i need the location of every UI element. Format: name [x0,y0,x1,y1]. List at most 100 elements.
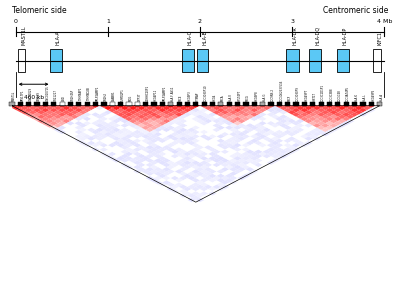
Bar [243,102,248,105]
Polygon shape [217,130,225,134]
Polygon shape [238,132,246,136]
Polygon shape [234,108,242,112]
Polygon shape [296,132,304,136]
Polygon shape [188,123,196,128]
Polygon shape [200,134,208,138]
Polygon shape [242,112,250,117]
Polygon shape [267,117,275,121]
Polygon shape [171,171,179,176]
Polygon shape [91,138,100,143]
Polygon shape [275,147,284,152]
Bar [302,102,307,105]
Polygon shape [175,156,183,161]
Polygon shape [221,106,229,110]
Polygon shape [137,167,146,171]
Polygon shape [146,123,154,128]
Polygon shape [196,145,204,150]
Polygon shape [37,110,46,115]
Text: 4 Mb: 4 Mb [376,19,392,24]
Bar [286,49,298,72]
Polygon shape [87,145,96,150]
Polygon shape [254,110,263,115]
Polygon shape [354,110,363,115]
Polygon shape [242,161,250,165]
Polygon shape [288,141,296,145]
Polygon shape [229,180,238,185]
Polygon shape [175,152,183,156]
Polygon shape [54,119,62,123]
Polygon shape [158,104,166,108]
Polygon shape [196,193,204,198]
Polygon shape [263,158,271,163]
Polygon shape [116,152,125,156]
Polygon shape [116,112,125,117]
Polygon shape [41,104,50,108]
Polygon shape [41,117,50,121]
Polygon shape [154,106,162,110]
Polygon shape [121,154,129,158]
Polygon shape [342,108,350,112]
Polygon shape [200,117,208,121]
Polygon shape [279,115,288,119]
Polygon shape [321,119,330,123]
Polygon shape [208,174,217,178]
Polygon shape [258,130,267,134]
Polygon shape [104,115,112,119]
Bar [235,102,240,105]
Polygon shape [234,161,242,165]
Bar [277,102,282,105]
Bar [68,102,73,105]
Polygon shape [192,143,200,147]
Polygon shape [146,176,154,180]
Polygon shape [196,185,204,189]
Polygon shape [271,106,279,110]
Polygon shape [116,143,125,147]
Polygon shape [359,104,367,108]
Polygon shape [108,143,116,147]
Polygon shape [242,130,250,134]
Polygon shape [217,152,225,156]
Polygon shape [208,143,217,147]
Polygon shape [91,112,100,117]
Polygon shape [108,104,116,108]
Polygon shape [179,106,188,110]
Polygon shape [288,119,296,123]
Polygon shape [29,110,37,115]
Polygon shape [300,108,309,112]
Polygon shape [279,128,288,132]
Polygon shape [125,138,133,143]
Polygon shape [267,156,275,161]
Polygon shape [83,134,91,138]
Polygon shape [254,115,263,119]
Polygon shape [137,150,146,154]
Polygon shape [150,143,158,147]
Polygon shape [263,163,271,167]
Polygon shape [171,145,179,150]
Polygon shape [16,108,24,112]
Polygon shape [150,108,158,112]
Polygon shape [154,150,162,154]
Polygon shape [208,191,217,196]
Polygon shape [133,152,142,156]
Bar [43,102,48,105]
Polygon shape [292,134,300,138]
Polygon shape [137,123,146,128]
Polygon shape [275,125,284,130]
Polygon shape [154,145,162,150]
Polygon shape [142,138,150,143]
Polygon shape [330,128,338,132]
Bar [152,102,157,105]
Polygon shape [24,112,33,117]
Text: HLA-A: HLA-A [56,30,61,45]
Polygon shape [229,123,238,128]
Polygon shape [334,121,342,125]
Text: HIST1T: HIST1T [313,92,317,101]
Polygon shape [204,141,212,145]
Polygon shape [96,145,104,150]
Polygon shape [254,123,263,128]
Polygon shape [225,178,234,182]
Polygon shape [196,123,204,128]
Polygon shape [330,123,338,128]
Polygon shape [150,174,158,178]
Polygon shape [121,141,129,145]
